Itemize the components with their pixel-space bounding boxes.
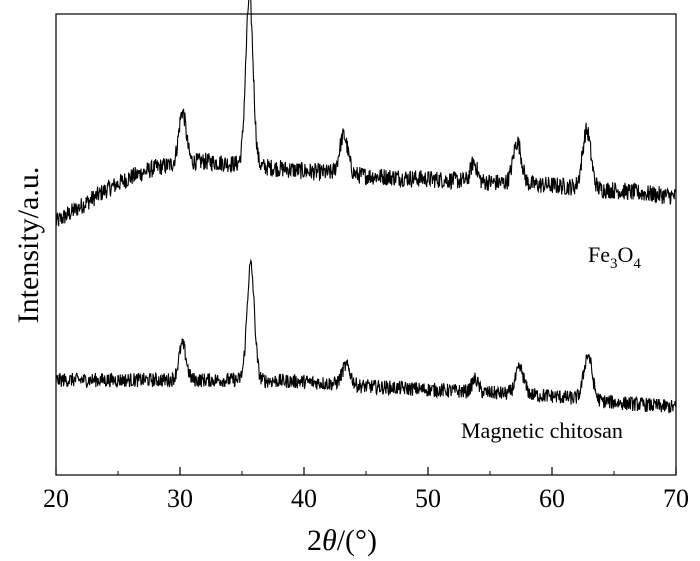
- x-axis-title: 2θ/(°): [307, 524, 377, 557]
- series-line-fe3o4: [55, 0, 677, 227]
- series-label-fe3o4: Fe3O4: [588, 242, 641, 272]
- x-tick-label: 70: [663, 484, 689, 513]
- series-label-magnetic-chitosan: Magnetic chitosan: [461, 418, 623, 443]
- x-tick-label: 30: [167, 484, 193, 513]
- x-axis-tick-labels: 20 30 40 50 60 70: [43, 484, 689, 513]
- x-axis-ticks: [55, 467, 677, 475]
- y-axis-title: Intensity/a.u.: [12, 167, 45, 324]
- x-tick-label: 40: [291, 484, 317, 513]
- plot-frame: [55, 13, 677, 476]
- x-tick-label: 20: [43, 484, 69, 513]
- x-tick-label: 60: [539, 484, 565, 513]
- series-line-magnetic-chitosan: [55, 258, 677, 414]
- x-tick-label: 50: [415, 484, 441, 513]
